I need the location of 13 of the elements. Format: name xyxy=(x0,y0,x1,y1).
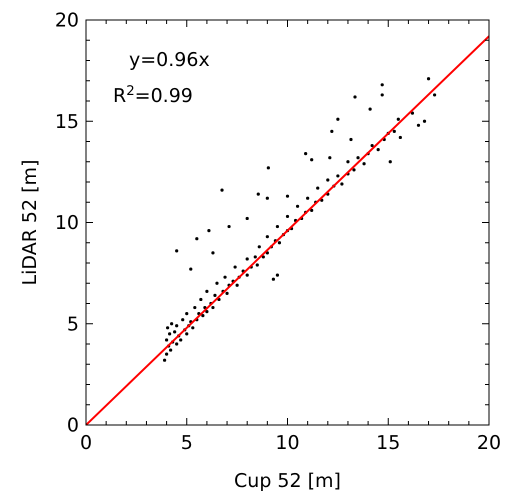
y-tick-label: 5 xyxy=(66,313,79,336)
annotation: y=0.96x xyxy=(129,49,210,71)
y-tick-label: 20 xyxy=(54,10,79,32)
x-axis-title: Cup 52 [m] xyxy=(234,470,341,492)
y-tick-label: 10 xyxy=(54,212,79,234)
x-tick-label: 5 xyxy=(180,432,193,454)
y-tick-label: 15 xyxy=(54,110,79,133)
x-tick-label: 15 xyxy=(376,432,400,454)
x-tick-label: 10 xyxy=(275,432,300,454)
y-axis-title: LiDAR 52 [m] xyxy=(19,160,41,286)
annotation: R$^{2}$=0.99 xyxy=(113,84,193,107)
y-tick-label: 0 xyxy=(66,414,79,437)
x-tick-label: 20 xyxy=(476,432,502,454)
